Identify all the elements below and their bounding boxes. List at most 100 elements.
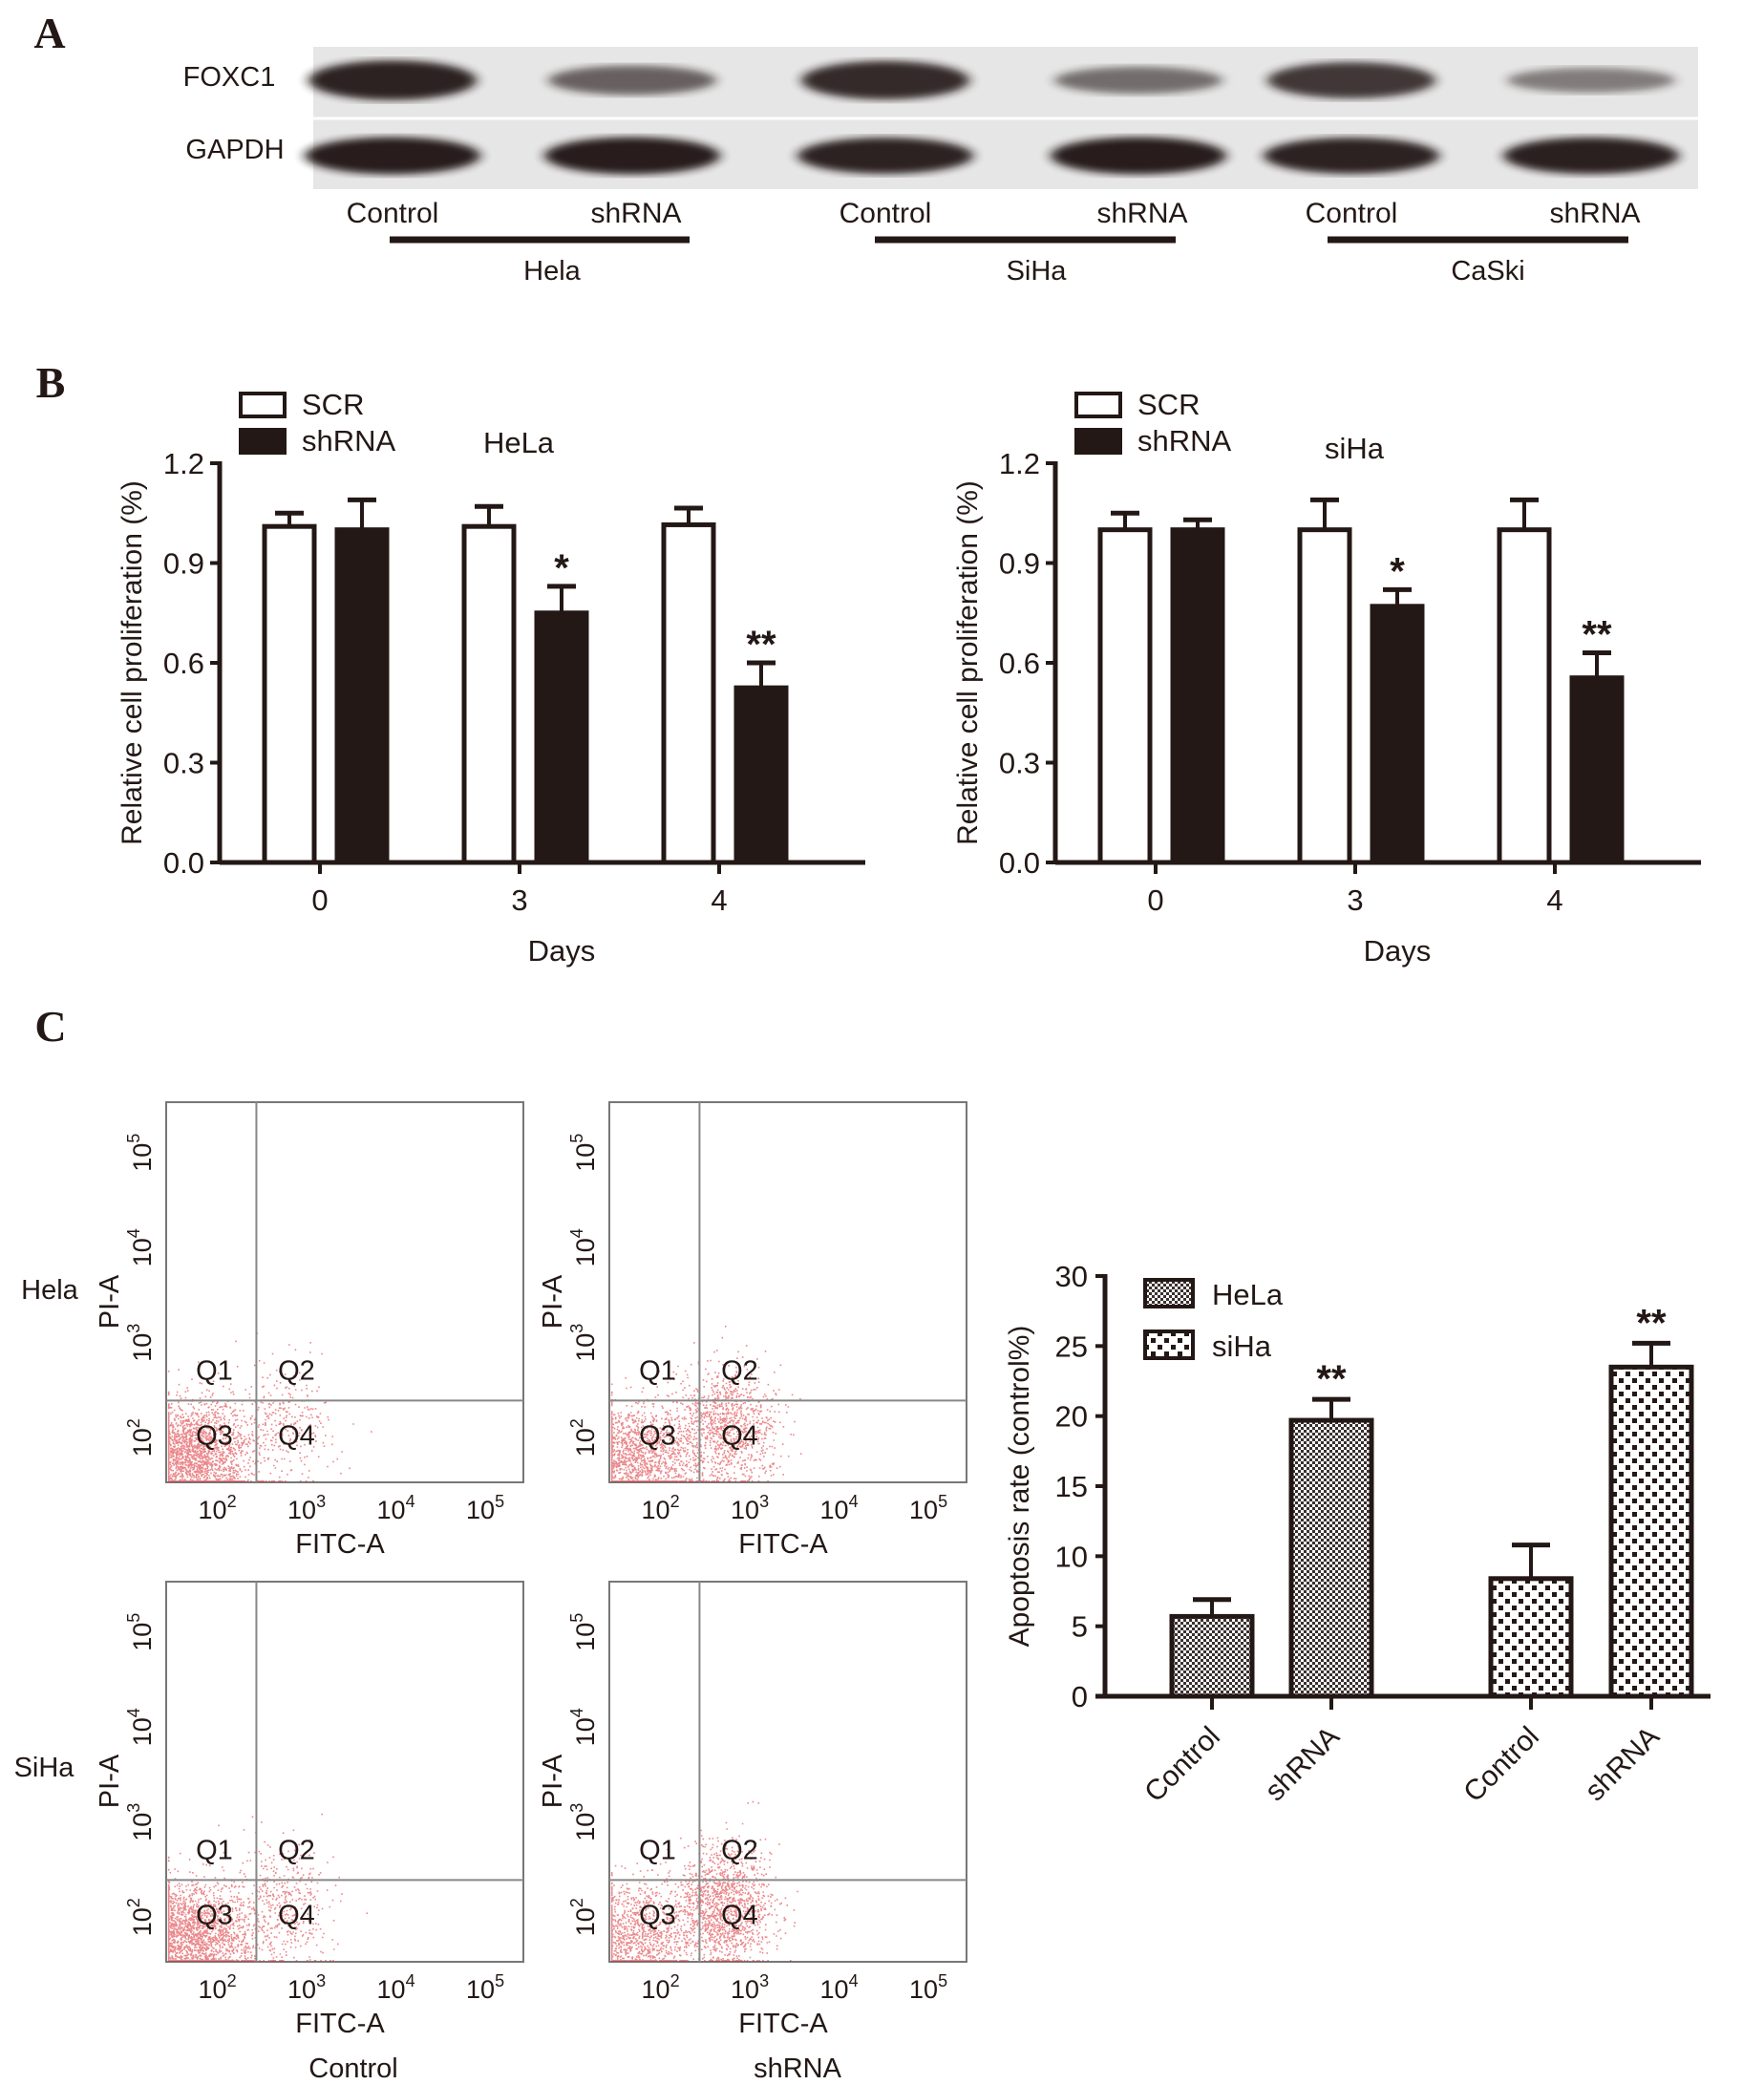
event-cloud — [610, 1326, 802, 1482]
y-tick-label: 104 — [124, 1708, 157, 1746]
quadrant-label-q1: Q1 — [196, 1355, 233, 1386]
y-axis-label: PI-A — [538, 1754, 568, 1808]
y-tick-label-exponent: 3 — [124, 1803, 143, 1813]
significance-marker: ** — [1636, 1302, 1667, 1344]
event-cloud — [167, 1332, 372, 1482]
x-tick-label: shRNA — [1259, 1721, 1346, 1808]
y-tick-label-exponent: 2 — [124, 1898, 143, 1907]
x-tick-label-base: 10 — [820, 1496, 849, 1524]
x-tick-label-base: 10 — [466, 1496, 495, 1524]
y-tick-label: 10 — [1055, 1540, 1088, 1573]
y-tick-label-base: 10 — [571, 1143, 600, 1172]
event-cloud — [610, 1800, 798, 1962]
bar-scr — [1497, 527, 1552, 865]
bar-hela — [1169, 1613, 1255, 1699]
y-tick-label: 0 — [1072, 1680, 1088, 1713]
x-tick-label-exponent: 3 — [759, 1971, 769, 1990]
y-tick-label: 30 — [1055, 1260, 1088, 1293]
x-tick-label-base: 10 — [731, 1975, 759, 2004]
bar-scr — [1297, 527, 1352, 865]
y-tick-label: 20 — [1055, 1400, 1088, 1434]
legend-swatch — [239, 392, 287, 418]
y-tick-label: 105 — [567, 1613, 600, 1651]
legend-label: siHa — [1212, 1330, 1272, 1363]
y-tick-label-exponent: 2 — [567, 1898, 586, 1907]
proliferation-chart-hela: 0.0 0.3 0.6 0.9 1.2 Relative cell proliferati… — [117, 388, 865, 968]
y-tick-label: 0.6 — [999, 647, 1040, 680]
panel-label-c: C — [34, 1002, 66, 1051]
y-axis-label: PI-A — [538, 1274, 568, 1329]
x-tick-label-base: 10 — [642, 1975, 670, 2004]
significance-marker: ** — [1582, 614, 1612, 656]
x-tick-label-base: 10 — [199, 1496, 227, 1524]
y-tick-label-exponent: 2 — [567, 1418, 586, 1428]
y-axis-label: PI-A — [95, 1274, 125, 1329]
x-tick-label-exponent: 3 — [759, 1492, 769, 1511]
x-tick-label: 105 — [909, 1971, 947, 2004]
x-tick-label: 103 — [731, 1492, 769, 1524]
x-tick-label: Control — [1457, 1721, 1545, 1809]
y-tick-label: 0.6 — [163, 647, 204, 680]
y-tick-label-exponent: 5 — [124, 1134, 143, 1143]
panel-label-b: B — [36, 358, 66, 407]
y-tick-label: 103 — [567, 1803, 600, 1841]
gapdh-band — [797, 138, 973, 174]
x-tick-label-base: 10 — [909, 1975, 938, 2004]
x-tick-label-base: 10 — [642, 1496, 670, 1524]
x-tick-label-exponent: 2 — [227, 1971, 237, 1990]
x-tick-label: 0 — [311, 883, 328, 917]
x-axis-label: FITC-A — [738, 1529, 828, 1560]
x-tick-label: 105 — [909, 1492, 947, 1524]
y-tick-label-base: 10 — [571, 1428, 600, 1457]
y-tick-label-exponent: 4 — [124, 1228, 143, 1238]
foxc1-band — [1267, 62, 1435, 98]
flow-plot-frame — [165, 1581, 524, 1963]
significance-marker: ** — [1316, 1358, 1347, 1400]
x-axis-label: FITC-A — [295, 2009, 385, 2039]
y-tick-label: 0.0 — [999, 846, 1040, 880]
lane-label: Control — [839, 198, 932, 229]
y-tick-label: 1.2 — [163, 447, 204, 480]
x-axis-label: FITC-A — [295, 1529, 385, 1560]
bar-siha — [1608, 1364, 1694, 1699]
flow-plot-frame — [165, 1101, 524, 1483]
x-tick-label-exponent: 5 — [495, 1971, 504, 1990]
x-tick-label-base: 10 — [820, 1975, 849, 2004]
chart-title: HeLa — [483, 426, 555, 459]
x-tick-label-base: 10 — [731, 1496, 759, 1524]
bar-shrna — [1569, 675, 1625, 865]
x-tick-label-exponent: 5 — [495, 1492, 504, 1511]
x-axis-label: FITC-A — [738, 2009, 828, 2039]
y-tick-label: 103 — [124, 1803, 157, 1841]
y-tick-label-base: 10 — [128, 1623, 157, 1651]
y-tick-label: 102 — [124, 1418, 157, 1457]
legend-label: shRNA — [1137, 424, 1232, 457]
x-tick-label: 103 — [287, 1971, 326, 2004]
x-tick-label-base: 10 — [909, 1496, 938, 1524]
y-tick-label: 105 — [124, 1613, 157, 1651]
y-tick-label-base: 10 — [128, 1907, 157, 1936]
y-tick-label: 103 — [567, 1324, 600, 1362]
lane-label: Control — [1306, 198, 1398, 229]
chart-title: siHa — [1325, 432, 1385, 465]
x-tick-label: 103 — [287, 1492, 326, 1524]
lane-label: shRNA — [1096, 198, 1187, 229]
foxc1-band — [548, 65, 716, 96]
x-tick-label: 104 — [820, 1971, 859, 2004]
x-axis-label: Days — [528, 934, 596, 968]
x-tick-label-base: 10 — [287, 1496, 316, 1524]
y-axis-label: Relative cell proliferation (%) — [952, 480, 984, 845]
y-tick-label: 0.0 — [163, 846, 204, 880]
flow-plot-frame — [608, 1101, 967, 1483]
legend-label: SCR — [302, 388, 364, 421]
y-tick-label: 102 — [567, 1898, 600, 1936]
y-tick-label: 0.3 — [163, 747, 204, 780]
y-axis-label: Relative cell proliferation (%) — [117, 480, 148, 845]
x-tick-label-exponent: 4 — [406, 1492, 415, 1511]
x-tick-label: 0 — [1147, 883, 1163, 917]
quadrant-label-q3: Q3 — [196, 1420, 233, 1451]
y-tick-label-exponent: 4 — [124, 1708, 143, 1717]
bar-hela — [1288, 1417, 1374, 1699]
y-tick-label-base: 10 — [128, 1428, 157, 1457]
y-tick-label-base: 10 — [571, 1813, 600, 1841]
